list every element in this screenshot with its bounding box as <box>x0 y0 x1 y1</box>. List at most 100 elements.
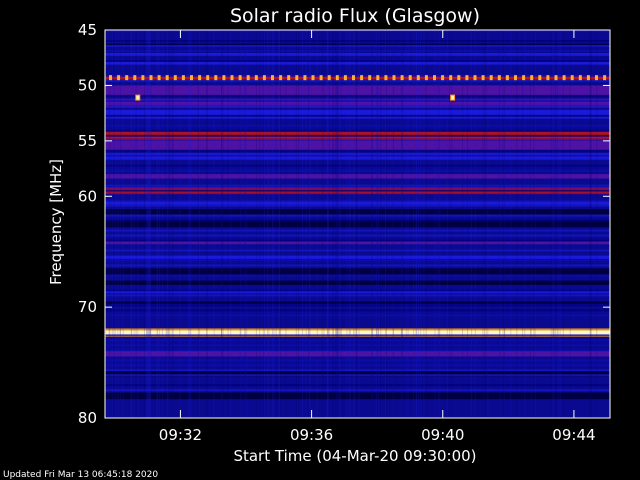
noise-column <box>484 30 486 418</box>
interference-dot <box>141 75 145 81</box>
noise-column <box>285 30 287 418</box>
burst-core <box>451 95 455 100</box>
noise-column <box>108 30 110 418</box>
band-low <box>105 209 610 215</box>
noise-column <box>401 30 403 418</box>
y-tick-label: 60 <box>78 187 97 205</box>
noise-column <box>150 30 152 418</box>
noise-column <box>371 30 373 418</box>
interference-dot <box>271 75 274 81</box>
noise-column <box>402 30 404 418</box>
noise-column <box>346 30 348 418</box>
interference-dot <box>457 75 461 81</box>
band-low <box>105 280 610 285</box>
noise-column <box>137 30 139 418</box>
noise-column <box>485 30 487 418</box>
y-tick-label: 80 <box>78 409 97 427</box>
noise-stripe <box>105 169 610 172</box>
band-purple <box>105 98 610 108</box>
noise-column <box>109 30 111 418</box>
noise-column <box>569 30 571 418</box>
noise-stripe <box>105 79 610 82</box>
noise-stripe <box>105 94 610 97</box>
noise-column <box>114 30 116 418</box>
band-mid <box>105 61 610 65</box>
noise-column <box>420 30 422 418</box>
interference-dot <box>157 75 161 81</box>
noise-column <box>264 30 266 418</box>
interference-dot <box>165 75 169 81</box>
noise-stripe <box>105 344 610 347</box>
noise-column <box>149 30 151 418</box>
interference-dot <box>149 75 153 81</box>
band-low <box>105 220 610 228</box>
noise-column <box>522 30 524 418</box>
noise-column <box>504 30 506 418</box>
noise-column <box>326 30 328 418</box>
noise-column <box>556 30 558 418</box>
noise-column <box>438 30 440 418</box>
noise-column <box>451 30 453 418</box>
interference-dot <box>489 75 493 81</box>
noise-column <box>197 30 199 418</box>
noise-column <box>179 30 181 418</box>
noise-column <box>295 30 297 418</box>
noise-column <box>268 30 270 418</box>
noise-column <box>119 30 121 418</box>
noise-column <box>337 30 339 418</box>
noise-column <box>516 30 518 418</box>
interference-dot <box>279 75 283 81</box>
noise-stripe <box>105 384 610 387</box>
band-mid <box>105 109 610 119</box>
noise-column <box>327 30 329 418</box>
noise-column <box>275 30 277 418</box>
noise-column <box>552 30 554 418</box>
noise-stripe <box>105 164 610 167</box>
noise-column <box>244 30 246 418</box>
noise-column <box>377 30 379 418</box>
y-axis-ticks: 45 50 55 60 70 80 <box>78 21 610 427</box>
interference-dot <box>441 75 445 81</box>
noise-column <box>321 30 323 418</box>
noise-column <box>462 30 464 418</box>
interference-dot <box>198 75 202 81</box>
noise-column <box>407 30 409 418</box>
noise-column <box>255 30 257 418</box>
noise-column <box>130 30 132 418</box>
interference-dot <box>433 75 436 81</box>
noise-column <box>105 30 107 418</box>
band-low <box>105 43 610 46</box>
noise-column <box>221 30 223 418</box>
noise-column <box>590 30 592 418</box>
noise-column <box>143 30 145 418</box>
interference-dot <box>343 75 347 81</box>
interference-dot <box>578 75 582 81</box>
noise-stripe <box>105 264 610 267</box>
noise-column <box>150 30 152 418</box>
interference-dot <box>586 75 590 81</box>
noise-stripe <box>105 239 610 242</box>
interference-dot <box>376 75 380 81</box>
noise-column <box>337 30 339 418</box>
noise-column <box>554 30 556 418</box>
interference-dot <box>335 75 339 81</box>
noise-stripe <box>105 369 610 372</box>
noise-stripe <box>105 249 610 252</box>
noise-column <box>190 30 192 418</box>
band-purple <box>105 85 610 97</box>
noise-column <box>259 30 261 418</box>
interference-dot <box>246 75 250 81</box>
band-low <box>105 268 610 275</box>
noise-column <box>262 30 264 418</box>
noise-column <box>553 30 555 418</box>
interference-dot <box>133 75 137 81</box>
noise-column <box>596 30 598 418</box>
noise-column <box>355 30 357 418</box>
interference-dot <box>222 75 226 81</box>
noise-column <box>227 30 229 418</box>
noise-stripe <box>105 204 610 207</box>
noise-column <box>380 30 382 418</box>
noise-stripe <box>105 229 610 232</box>
